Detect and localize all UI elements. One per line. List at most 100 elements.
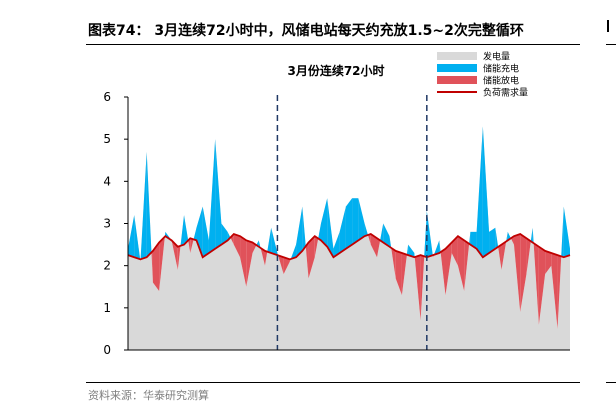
- discharge-segment: [171, 240, 178, 270]
- charge-segment: [271, 227, 278, 256]
- charge-segment: [433, 240, 440, 255]
- legend-swatch: [437, 76, 477, 84]
- charge-segment: [290, 244, 297, 260]
- adjacent-figure-edge: [607, 20, 609, 32]
- discharge-segment: [370, 234, 378, 258]
- y-tick-label: 0: [103, 343, 111, 357]
- discharge-segment: [190, 238, 194, 254]
- discharge-segment: [414, 255, 421, 321]
- source-rule: [86, 382, 580, 383]
- discharge-segment: [240, 236, 247, 287]
- discharge-segment: [159, 236, 165, 291]
- discharge-segment: [533, 243, 539, 325]
- discharge-segment: [230, 234, 234, 245]
- charge-segment: [532, 227, 534, 244]
- discharge-segment: [401, 253, 407, 296]
- charge-segment: [380, 223, 384, 243]
- discharge-segment: [283, 257, 290, 275]
- discharge-segment: [457, 236, 465, 291]
- charge-segment: [469, 231, 471, 245]
- discharge-segment: [391, 247, 396, 279]
- charge-segment: [408, 244, 415, 258]
- charge-segment: [339, 206, 346, 254]
- discharge-segment: [151, 250, 153, 283]
- charge-segment: [180, 215, 185, 246]
- legend-label: 储能放电: [483, 75, 519, 87]
- discharge-segment: [188, 238, 191, 254]
- y-tick-label: 3: [103, 217, 111, 231]
- charge-segment: [489, 227, 496, 254]
- storage-fill-layer: [128, 126, 570, 329]
- discharge-segment: [233, 234, 241, 258]
- charge-segment: [302, 206, 306, 251]
- discharge-segment: [445, 242, 452, 296]
- discharge-segment: [545, 250, 552, 275]
- charge-segment: [202, 206, 209, 258]
- charge-segment: [320, 198, 328, 247]
- charge-segment: [439, 240, 441, 254]
- charge-segment: [208, 139, 216, 254]
- discharge-segment: [557, 255, 562, 329]
- charge-segment: [267, 227, 272, 254]
- charge-segment: [506, 231, 508, 242]
- legend-label: 储能充电: [483, 63, 519, 75]
- charge-segment: [345, 198, 353, 249]
- charge-segment: [563, 206, 570, 258]
- charge-segment: [476, 126, 483, 258]
- charge-segment: [426, 210, 433, 258]
- y-tick-label: 5: [103, 132, 111, 146]
- charge-segment: [296, 206, 303, 258]
- charge-segment: [561, 206, 564, 258]
- legend-swatch: [437, 64, 477, 72]
- charge-segment: [358, 198, 365, 241]
- discharge-segment: [305, 242, 309, 279]
- discharge-segment: [177, 245, 181, 270]
- charge-segment: [383, 223, 390, 247]
- charge-segment: [389, 236, 392, 248]
- discharge-segment: [464, 240, 470, 291]
- charge-segment: [215, 139, 222, 249]
- day-divider-layer: [276, 95, 428, 350]
- charge-segment: [140, 151, 147, 260]
- figure-title: 图表74： 3月连续72小时中，风储电站每天约充放1.5~2次完整循环: [88, 23, 524, 39]
- charge-segment: [495, 227, 499, 249]
- discharge-segment: [152, 242, 160, 291]
- y-tick-label: 2: [103, 259, 111, 273]
- discharge-segment: [420, 255, 425, 321]
- charge-segment: [318, 223, 321, 241]
- discharge-segment: [538, 246, 546, 325]
- discharge-segment: [367, 234, 371, 245]
- charge-segment: [128, 215, 135, 258]
- discharge-segment: [520, 234, 527, 313]
- discharge-segment: [260, 247, 265, 266]
- adjacent-source-rule: [606, 382, 616, 383]
- y-tick-label: 1: [103, 301, 111, 315]
- legend-swatch: [437, 52, 477, 60]
- charge-segment: [482, 126, 490, 258]
- chart-title: 3月份连续72小时: [287, 63, 384, 78]
- charge-segment: [352, 198, 359, 245]
- charge-segment: [327, 198, 334, 258]
- source-note: 资料来源：华泰研究测算: [88, 389, 209, 402]
- discharge-segment: [246, 240, 253, 287]
- load-line-layer: [127, 233, 571, 261]
- charge-segment: [333, 231, 340, 258]
- y-tick-label: 6: [103, 90, 111, 104]
- discharge-segment: [526, 238, 531, 275]
- charge-segment: [134, 215, 141, 260]
- legend-label: 负荷需求量: [483, 87, 528, 99]
- charge-segment: [364, 223, 368, 237]
- discharge-segment: [451, 236, 458, 266]
- charge-segment: [530, 227, 533, 243]
- discharge-segment: [308, 236, 315, 279]
- legend-label: 发电量: [483, 51, 510, 63]
- discharge-segment: [377, 238, 381, 258]
- discharge-segment: [551, 253, 558, 329]
- title-rule: [86, 44, 580, 45]
- discharge-segment: [440, 248, 446, 296]
- discharge-segment: [498, 244, 502, 270]
- discharge-segment: [264, 250, 268, 266]
